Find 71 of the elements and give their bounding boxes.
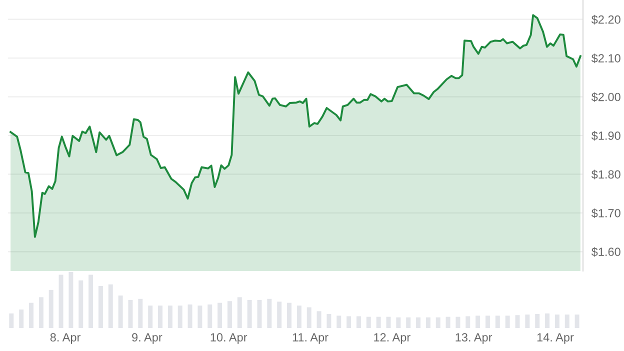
bar	[406, 317, 411, 328]
bar	[208, 304, 212, 328]
bar	[316, 311, 322, 328]
x-tick-label: 12. Apr	[374, 333, 410, 344]
bar	[19, 310, 24, 328]
bar	[38, 297, 44, 328]
bar	[495, 316, 500, 328]
x-tick-label: 11. Apr	[292, 333, 328, 344]
bar	[277, 302, 282, 328]
bar	[296, 306, 302, 328]
bar	[396, 317, 401, 328]
bar	[554, 314, 560, 328]
bar	[376, 316, 381, 328]
bar	[198, 306, 202, 328]
bar	[336, 316, 342, 328]
bar	[485, 316, 490, 328]
bar	[446, 316, 450, 328]
bar	[78, 280, 84, 328]
x-tick-label: 9. Apr	[132, 333, 162, 344]
bar	[346, 316, 352, 328]
x-tick-label: 8. Apr	[50, 333, 80, 344]
bar	[366, 316, 371, 328]
bar	[128, 300, 133, 328]
bar	[476, 316, 480, 328]
bar	[88, 274, 94, 328]
bar	[456, 316, 460, 328]
y-tick-label: $1.60	[591, 247, 620, 257]
bar	[287, 302, 292, 328]
y-tick-label: $2.10	[591, 54, 620, 64]
bar	[525, 314, 530, 328]
bar	[218, 302, 222, 328]
bar	[326, 314, 332, 328]
bar	[306, 307, 312, 328]
bar	[48, 290, 54, 328]
bar	[118, 296, 123, 328]
y-tick-label: $1.90	[591, 131, 620, 141]
bar	[9, 313, 14, 328]
bar	[227, 301, 232, 328]
bar	[535, 314, 540, 328]
bar	[505, 316, 510, 328]
x-tick-label: 10. Apr	[210, 333, 248, 344]
bar	[267, 298, 272, 328]
bar	[188, 304, 192, 328]
bar	[29, 302, 34, 328]
bar	[148, 306, 153, 328]
bar	[436, 317, 440, 328]
bar	[257, 300, 262, 328]
bar	[98, 286, 103, 328]
bar	[515, 315, 520, 328]
bar	[416, 317, 421, 328]
bar	[545, 313, 550, 328]
y-tick-label: $1.80	[591, 170, 620, 180]
y-tick-label: $2.20	[591, 14, 620, 24]
bar	[178, 306, 182, 328]
bar	[138, 298, 143, 328]
bar	[356, 316, 361, 328]
x-tick-label: 14. Apr	[537, 333, 574, 344]
y-tick-label: $1.70	[591, 208, 620, 218]
bar	[108, 284, 113, 328]
bar	[466, 316, 470, 328]
y-tick-label: $2.00	[591, 92, 620, 102]
bar	[58, 274, 64, 328]
bar	[564, 314, 570, 328]
bar	[426, 317, 430, 328]
bar	[574, 314, 580, 328]
x-tick-label: 13. Apr	[456, 333, 492, 344]
bar	[237, 297, 242, 328]
bar	[247, 300, 252, 328]
bar	[68, 272, 74, 328]
bar	[168, 306, 172, 328]
bar	[158, 306, 162, 328]
